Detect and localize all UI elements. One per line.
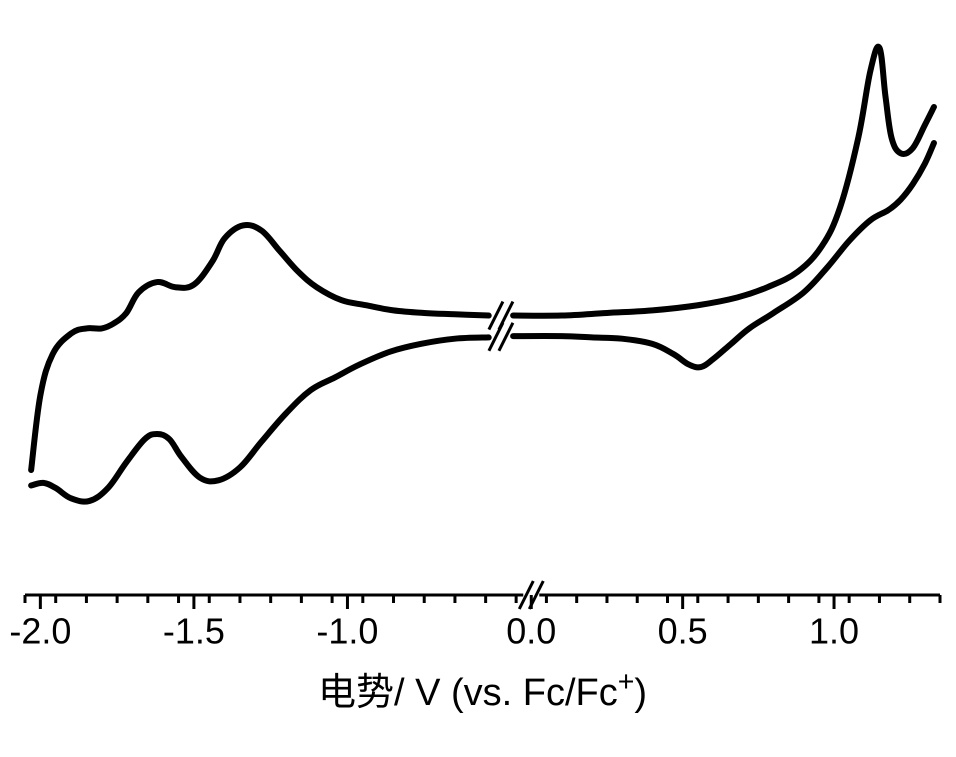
cv-svg: -2.0 -1.5 -1.0 0.0 0.5 1.0 电势/ V (vs. Fc/Fc+): [0, 0, 956, 757]
x-tick-label: -2.0: [9, 610, 71, 651]
x-tick-label: -1.0: [316, 610, 378, 651]
x-tick-label: 0.5: [658, 610, 708, 651]
x-axis-title: 电势/ V (vs. Fc/Fc+): [318, 666, 647, 714]
x-axis-title-suffix: ): [634, 672, 647, 714]
x-axis-title-prefix: 电势/ V (vs. Fc/Fc: [318, 672, 618, 714]
cv-curve-right-lower: [513, 143, 934, 367]
cv-curve-left-upper: [31, 225, 489, 470]
x-tick-label: 1.0: [809, 610, 859, 651]
cv-curve-left-lower: [31, 337, 489, 501]
x-axis-title-sup: +: [618, 666, 635, 698]
cv-curve-right-upper: [513, 47, 934, 316]
x-tick-label: -1.5: [163, 610, 225, 651]
x-tick-label: 0.0: [506, 610, 556, 651]
cv-chart: -2.0 -1.5 -1.0 0.0 0.5 1.0 电势/ V (vs. Fc/Fc+): [0, 0, 956, 757]
